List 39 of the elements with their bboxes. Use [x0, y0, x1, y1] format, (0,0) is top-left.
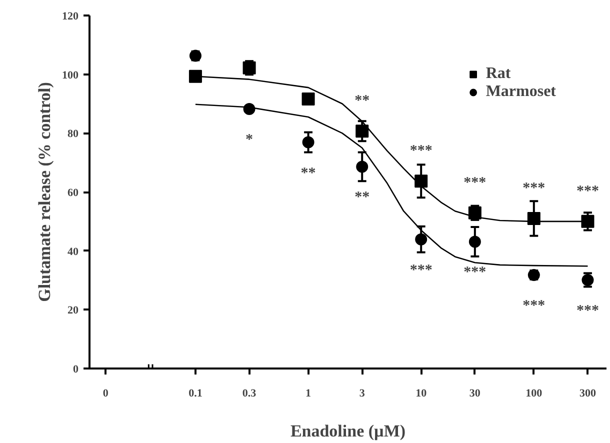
annotation: *** [576, 302, 599, 319]
y-tick-label: 60 [68, 187, 79, 199]
x-tick-label: 0 [102, 388, 109, 400]
point [356, 160, 368, 173]
legend-label: Marmoset [486, 83, 556, 101]
x-tick-label: 300 [579, 388, 596, 400]
annotation: *** [410, 143, 432, 160]
x-tick-label: 100 [526, 388, 543, 400]
x-axis-title: Enadoline (µM) [290, 422, 406, 440]
point [302, 136, 314, 148]
annotation: *** [576, 183, 599, 200]
point [581, 214, 594, 228]
y-tick-label: 80 [68, 128, 79, 140]
annotation: ** [354, 93, 370, 110]
point [468, 236, 481, 248]
annotation: *** [464, 264, 486, 281]
x-tick-label: 30 [469, 388, 481, 400]
annotation: *** [464, 174, 486, 191]
point [356, 124, 369, 138]
x-tick-label: 0.3 [242, 388, 257, 400]
annotation: *** [522, 180, 546, 196]
annotation: *** [522, 298, 546, 314]
y-tick-label: 20 [68, 304, 79, 317]
y-tick-label: 100 [62, 69, 79, 82]
annotation: ** [354, 190, 370, 206]
point [302, 92, 315, 106]
x-tick-label: 10 [416, 388, 428, 400]
y-tick-label: 0 [73, 364, 79, 376]
y-tick-label: 40 [68, 246, 79, 258]
point [188, 70, 202, 83]
x-tick-label: 3 [359, 388, 366, 400]
y-axis-title: Glutamate release (% control) [35, 82, 54, 302]
x-tick-label: 0.1 [188, 388, 202, 400]
annotation: ** [300, 165, 316, 182]
legend-label: Rat [486, 65, 511, 83]
annotation: *** [410, 262, 432, 278]
x-tick-label: 1 [306, 388, 312, 400]
y-tick-label: 120 [62, 10, 79, 22]
annotation: * [246, 132, 254, 148]
